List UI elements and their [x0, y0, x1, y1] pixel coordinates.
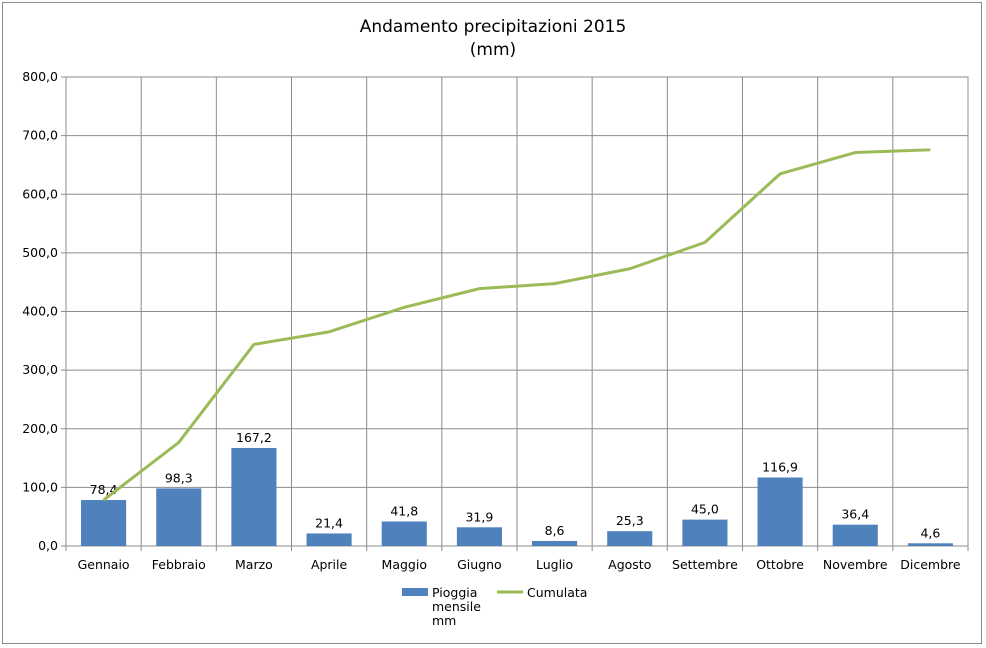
x-tick-label: Ottobre	[756, 557, 804, 572]
y-tick-label: 400,0	[22, 304, 58, 319]
bar	[306, 533, 352, 546]
data-label: 98,3	[165, 470, 193, 485]
bar	[607, 531, 653, 546]
y-tick-label: 0,0	[38, 538, 58, 553]
data-label: 45,0	[691, 502, 719, 517]
legend-label-pioggia: mensile	[432, 599, 481, 614]
series-line-cumulata	[102, 148, 931, 502]
bar	[381, 521, 427, 546]
legend-swatch-pioggia	[402, 588, 428, 596]
y-tick-label: 100,0	[22, 479, 58, 494]
x-tick-label: Settembre	[672, 557, 738, 572]
bar	[907, 543, 953, 546]
data-label: 78,4	[90, 482, 118, 497]
y-tick-label: 200,0	[22, 421, 58, 436]
x-tick-label: Marzo	[235, 557, 273, 572]
y-tick-label: 800,0	[22, 69, 58, 84]
chart-title: Andamento precipitazioni 2015	[359, 17, 627, 37]
bar	[757, 477, 803, 546]
x-tick-label: Febbraio	[152, 557, 206, 572]
bar	[81, 500, 127, 546]
legend-label-pioggia: Pioggia	[432, 585, 477, 600]
x-tick-label: Gennaio	[78, 557, 130, 572]
x-tick-label: Agosto	[608, 557, 651, 572]
y-tick-label: 300,0	[22, 362, 58, 377]
data-label: 167,2	[236, 430, 272, 445]
bar	[231, 447, 277, 546]
chart-subtitle: (mm)	[469, 40, 517, 60]
data-label: 41,8	[390, 503, 418, 518]
data-label: 31,9	[465, 509, 493, 524]
y-tick-label: 500,0	[22, 245, 58, 260]
bar	[156, 488, 202, 546]
data-label: 8,6	[545, 523, 565, 538]
data-label: 25,3	[616, 513, 644, 528]
data-label: 36,4	[841, 507, 869, 522]
x-tick-label: Novembre	[823, 557, 888, 572]
x-tick-label: Maggio	[382, 557, 427, 572]
x-tick-label: Aprile	[311, 557, 348, 572]
data-label: 116,9	[762, 459, 798, 474]
legend-label-cumulata: Cumulata	[527, 585, 587, 600]
bar	[532, 540, 578, 546]
y-tick-label: 600,0	[22, 186, 58, 201]
bar	[682, 519, 728, 546]
x-tick-label: Dicembre	[900, 557, 961, 572]
x-tick-label: Luglio	[536, 557, 573, 572]
bar	[456, 527, 502, 546]
x-tick-label: Giugno	[457, 557, 502, 572]
legend-label-pioggia: mm	[432, 613, 456, 628]
y-tick-label: 700,0	[22, 128, 58, 143]
data-label: 21,4	[315, 515, 343, 530]
data-label: 4,6	[920, 525, 940, 540]
bar	[832, 524, 878, 546]
